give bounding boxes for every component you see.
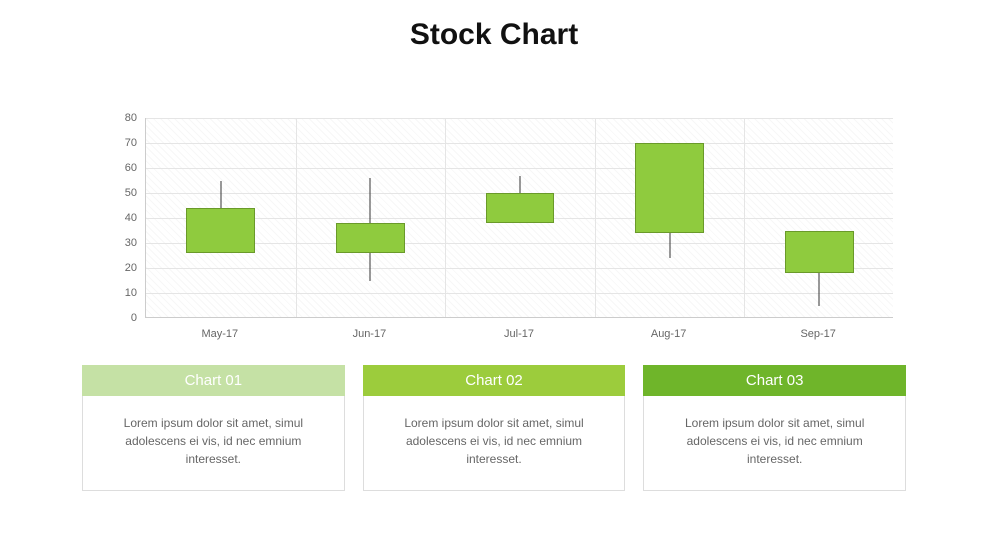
h-gridline: [146, 268, 893, 269]
x-label: Aug-17: [651, 328, 686, 340]
info-card: Chart 02Lorem ipsum dolor sit amet, simu…: [363, 365, 626, 491]
y-tick: 40: [95, 212, 145, 224]
plot-area: [145, 118, 893, 318]
y-tick: 70: [95, 137, 145, 149]
y-tick: 50: [95, 187, 145, 199]
card-body: Lorem ipsum dolor sit amet, simul adoles…: [82, 396, 345, 491]
page-title: Stock Chart: [0, 18, 988, 52]
card-header: Chart 02: [363, 365, 626, 396]
y-tick: 10: [95, 287, 145, 299]
candle-body: [635, 143, 704, 233]
x-label: May-17: [201, 328, 238, 340]
x-label: Jun-17: [353, 328, 387, 340]
h-gridline: [146, 143, 893, 144]
y-tick: 60: [95, 162, 145, 174]
info-card: Chart 01Lorem ipsum dolor sit amet, simu…: [82, 365, 345, 491]
candle-body: [186, 208, 255, 253]
info-card: Chart 03Lorem ipsum dolor sit amet, simu…: [643, 365, 906, 491]
card-header: Chart 01: [82, 365, 345, 396]
card-header: Chart 03: [643, 365, 906, 396]
card-body: Lorem ipsum dolor sit amet, simul adoles…: [363, 396, 626, 491]
y-axis: 01020304050607080: [95, 118, 145, 348]
v-gridline: [744, 118, 745, 317]
candle-body: [486, 193, 555, 223]
y-tick: 30: [95, 237, 145, 249]
y-tick: 20: [95, 262, 145, 274]
cards-row: Chart 01Lorem ipsum dolor sit amet, simu…: [82, 365, 906, 491]
x-label: Sep-17: [800, 328, 835, 340]
y-tick: 80: [95, 112, 145, 124]
v-gridline: [445, 118, 446, 317]
card-body: Lorem ipsum dolor sit amet, simul adoles…: [643, 396, 906, 491]
stock-chart: 01020304050607080 May-17Jun-17Jul-17Aug-…: [95, 118, 893, 348]
y-tick: 0: [95, 312, 145, 324]
h-gridline: [146, 168, 893, 169]
h-gridline: [146, 118, 893, 119]
candle-body: [785, 231, 854, 274]
candle-body: [336, 223, 405, 253]
x-axis: May-17 Jun-17 Jul-17 Aug-17 Sep-17: [145, 318, 893, 348]
h-gridline: [146, 243, 893, 244]
x-label: Jul-17: [504, 328, 534, 340]
v-gridline: [296, 118, 297, 317]
h-gridline: [146, 293, 893, 294]
v-gridline: [595, 118, 596, 317]
